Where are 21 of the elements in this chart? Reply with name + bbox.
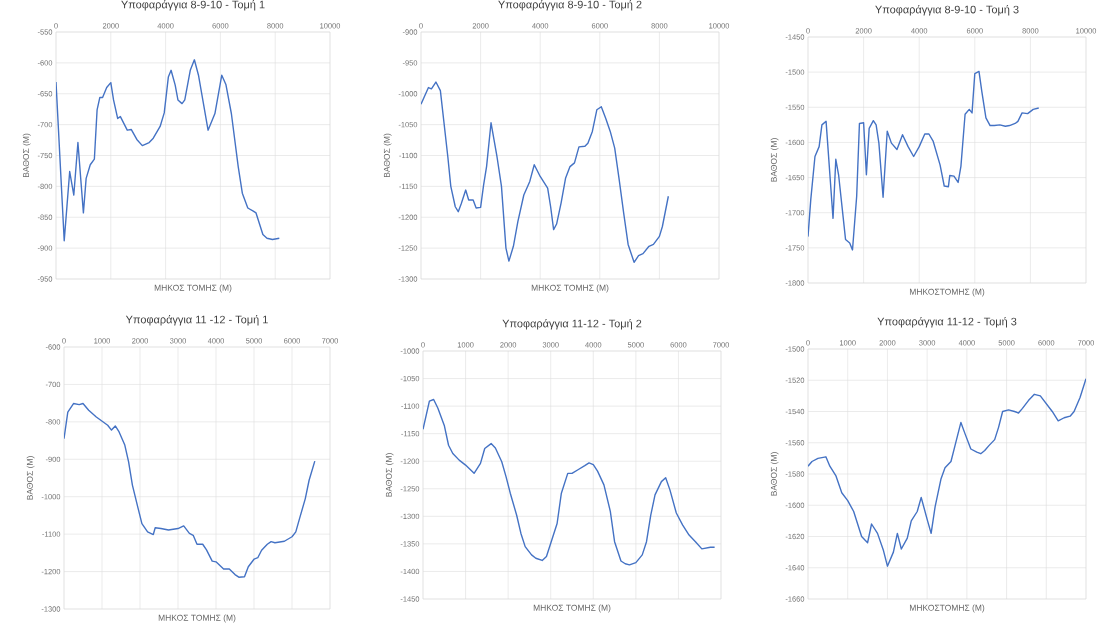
x-axis-title: ΜΗΚΟΣΤΟΜΗΣ (Μ)	[909, 604, 985, 613]
chart-title: Υποφαράγγια 8-9-10 - Τομή 2	[498, 0, 642, 11]
x-axis-title: ΜΗΚΟΣ ΤΟΜΗΣ (Μ)	[158, 614, 236, 623]
chart-title: Υποφαράγγια 11 -12 - Τομή 1	[125, 315, 268, 326]
y-axis-title: ΒΑΘΟΣ (Μ)	[385, 453, 394, 497]
line-series	[808, 70, 1040, 251]
y-axis-title: ΒΑΘΟΣ (Μ)	[383, 133, 392, 178]
y-axis-title: ΒΑΘΟΣ (Μ)	[26, 456, 35, 500]
y-axis-title: ΒΑΘΟΣ (Μ)	[770, 452, 779, 496]
line-series	[56, 59, 281, 242]
chart-title: Υποφαράγγια 11-12 - Τομή 2	[502, 319, 642, 330]
chart-title: Υποφαράγγια 8-9-10 - Τομή 1	[121, 0, 265, 11]
line-series	[421, 81, 670, 264]
x-axis-title: ΜΗΚΟΣ ΤΟΜΗΣ (Μ)	[533, 604, 611, 613]
x-axis-title: ΜΗΚΟΣΤΟΜΗΣ (Μ)	[909, 288, 985, 297]
y-axis-title: ΒΑΘΟΣ (Μ)	[22, 133, 31, 178]
chart-title: Υποφαράγγια 8-9-10 - Τομή 3	[875, 5, 1019, 16]
y-axis-title: ΒΑΘΟΣ (Μ)	[770, 138, 779, 182]
x-axis-title: ΜΗΚΟΣ ΤΟΜΗΣ (Μ)	[531, 284, 609, 293]
x-axis-title: ΜΗΚΟΣ ΤΟΜΗΣ (Μ)	[154, 284, 232, 293]
chart-title: Υποφαράγγια 11-12 - Τομή 3	[877, 317, 1017, 328]
